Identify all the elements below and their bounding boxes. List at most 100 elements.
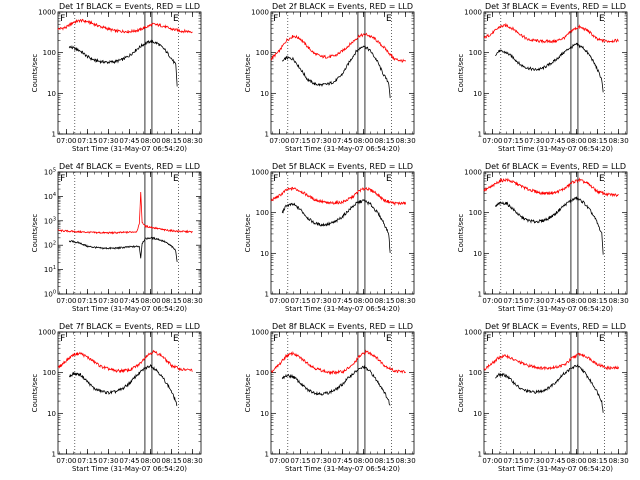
panel-2-y-tick-label: 100 xyxy=(256,49,269,57)
panel-3-y-tick-label: 1000 xyxy=(464,9,482,17)
panel-7-x-tick-label: 08:15 xyxy=(161,457,181,465)
panel-7-interval-box xyxy=(144,331,153,455)
panel-5-x-axis-label: Start Time (31-May-07 06:54:20) xyxy=(285,305,400,313)
panel-9-marker-f: F xyxy=(486,334,491,344)
panel-1-x-axis-label: Start Time (31-May-07 06:54:20) xyxy=(72,145,187,153)
panel-6-x-tick-label: 08:30 xyxy=(608,297,628,305)
panel-3-x-tick-label: 07:15 xyxy=(503,137,523,145)
panel-3-x-tick-label: 07:00 xyxy=(482,137,502,145)
panel-3-x-tick-label: 07:45 xyxy=(545,137,565,145)
panel-9-title: Det 9f BLACK = Events, RED = LLD xyxy=(485,322,626,331)
panel-5-title: Det 5f BLACK = Events, RED = LLD xyxy=(272,162,413,171)
panel-6-x-tick-label: 07:15 xyxy=(503,297,523,305)
panel-5-x-tick-label: 08:15 xyxy=(374,297,394,305)
panel-1-y-tick-label: 10 xyxy=(47,90,56,98)
panel-4-interval-box xyxy=(144,171,153,295)
panel-7-black-events-series-line xyxy=(68,364,178,407)
panel-2-x-axis-label: Start Time (31-May-07 06:54:20) xyxy=(285,145,400,153)
panel-5-y-tick-label: 10 xyxy=(260,250,269,258)
panel-4-title: Det 4f BLACK = Events, RED = LLD xyxy=(59,162,200,171)
panel-3-marker-f: F xyxy=(486,14,491,24)
panel-8-y-tick-label: 1000 xyxy=(251,329,269,337)
panel-2-x-tick-label: 08:30 xyxy=(395,137,415,145)
panel-4-y-axis-label: Counts/sec xyxy=(31,214,39,253)
panel-7-y-tick-label: 100 xyxy=(43,369,56,377)
panel-9-red-lld-series-line xyxy=(483,352,619,371)
panel-9-y-axis-label: Counts/sec xyxy=(457,374,465,413)
panel-1-y-tick-label: 1000 xyxy=(38,9,56,17)
panel-1-x-tick-label: 08:00 xyxy=(140,137,160,145)
panel-7-y-axis-label: Counts/sec xyxy=(31,374,39,413)
panel-4-y-tick-label: 104 xyxy=(44,192,56,201)
panel-2-y-tick-label: 1 xyxy=(265,131,269,139)
panel-6-black-events-series-line xyxy=(494,196,604,255)
panel-1-y-tick-label: 1 xyxy=(52,131,56,139)
panel-5-y-axis-label: Counts/sec xyxy=(244,214,252,253)
panel-3-x-tick-label: 07:30 xyxy=(524,137,544,145)
panel-3-y-tick-label: 1 xyxy=(478,131,482,139)
panel-2-title: Det 2f BLACK = Events, RED = LLD xyxy=(272,2,413,11)
panel-8-y-tick-label: 100 xyxy=(256,369,269,377)
panel-9-x-tick-label: 07:15 xyxy=(503,457,523,465)
panel-8-x-tick-label: 07:00 xyxy=(269,457,289,465)
panel-6-x-tick-label: 07:30 xyxy=(524,297,544,305)
panel-7-x-tick-label: 07:45 xyxy=(119,457,139,465)
panel-1-marker-e: E xyxy=(173,14,179,24)
panel-2-x-tick-label: 07:30 xyxy=(311,137,331,145)
panel-1-x-tick-label: 07:00 xyxy=(56,137,76,145)
panel-4-red-lld-series-line xyxy=(57,191,193,235)
panel-2-x-tick-label: 07:00 xyxy=(269,137,289,145)
panel-2-red-lld-series-line xyxy=(270,32,406,64)
panel-3-y-tick-label: 100 xyxy=(469,49,482,57)
panel-6-x-tick-label: 08:00 xyxy=(566,297,586,305)
panel-4-y-tick-exponent: 0 xyxy=(53,290,56,296)
panel-2-interval-box xyxy=(357,11,366,135)
panel-7-x-tick-label: 08:30 xyxy=(182,457,202,465)
panel-1-title: Det 1f BLACK = Events, RED = LLD xyxy=(59,2,200,11)
panel-5-x-tick-label: 07:30 xyxy=(311,297,331,305)
panel-5-x-tick-label: 07:15 xyxy=(290,297,310,305)
panel-3-y-axis-label: Counts/sec xyxy=(457,54,465,93)
panel-1-marker-f: F xyxy=(60,14,65,24)
panel-2-x-tick-label: 07:15 xyxy=(290,137,310,145)
panel-7-x-axis-label: Start Time (31-May-07 06:54:20) xyxy=(72,465,187,473)
panel-6-x-axis-label: Start Time (31-May-07 06:54:20) xyxy=(498,305,613,313)
panel-9-x-tick-label: 07:45 xyxy=(545,457,565,465)
panel-3-y-tick-label: 10 xyxy=(473,90,482,98)
panel-5-x-tick-label: 07:00 xyxy=(269,297,289,305)
panel-8-red-lld-series-line xyxy=(270,349,406,376)
panel-6-y-axis-label: Counts/sec xyxy=(457,214,465,253)
panel-4-x-tick-label: 07:30 xyxy=(98,297,118,305)
panel-5-red-lld-series-line xyxy=(270,186,406,206)
panel-4-x-tick-label: 08:15 xyxy=(161,297,181,305)
panel-4-x-axis-label: Start Time (31-May-07 06:54:20) xyxy=(72,305,187,313)
panel-2-x-tick-label: 08:00 xyxy=(353,137,373,145)
panel-7-y-tick-label: 1 xyxy=(52,451,56,459)
panel-6-y-tick-label: 1000 xyxy=(464,169,482,177)
panel-4-y-tick-exponent: 2 xyxy=(53,241,56,247)
panel-4-black-events-series-line xyxy=(68,236,178,263)
panel-3-marker-e: E xyxy=(599,14,605,24)
panel-5-x-tick-label: 07:45 xyxy=(332,297,352,305)
panel-3-x-tick-label: 08:00 xyxy=(566,137,586,145)
panel-6-marker-f: F xyxy=(486,174,491,184)
panel-3-x-tick-label: 08:15 xyxy=(587,137,607,145)
panel-9-marker-e: E xyxy=(599,334,605,344)
panel-3-red-lld-series-line xyxy=(483,22,619,44)
panel-1-black-events-series-line xyxy=(68,39,178,87)
panel-1-y-axis-label: Counts/sec xyxy=(31,54,39,93)
panel-8-marker-e: E xyxy=(386,334,392,344)
panel-1-y-tick-label: 100 xyxy=(43,49,56,57)
panel-6-y-tick-label: 10 xyxy=(473,250,482,258)
panel-5-marker-e: E xyxy=(386,174,392,184)
panel-8-x-tick-label: 08:15 xyxy=(374,457,394,465)
panel-4-x-tick-label: 07:45 xyxy=(119,297,139,305)
panel-5-y-tick-label: 1 xyxy=(265,291,269,299)
panel-1-x-tick-label: 08:30 xyxy=(182,137,202,145)
panel-8-black-events-series-line xyxy=(281,364,391,406)
panel-6-y-tick-label: 100 xyxy=(469,209,482,217)
panel-4-x-tick-label: 08:30 xyxy=(182,297,202,305)
panel-8-x-tick-label: 07:15 xyxy=(290,457,310,465)
panel-9-black-events-series-line xyxy=(495,363,604,413)
